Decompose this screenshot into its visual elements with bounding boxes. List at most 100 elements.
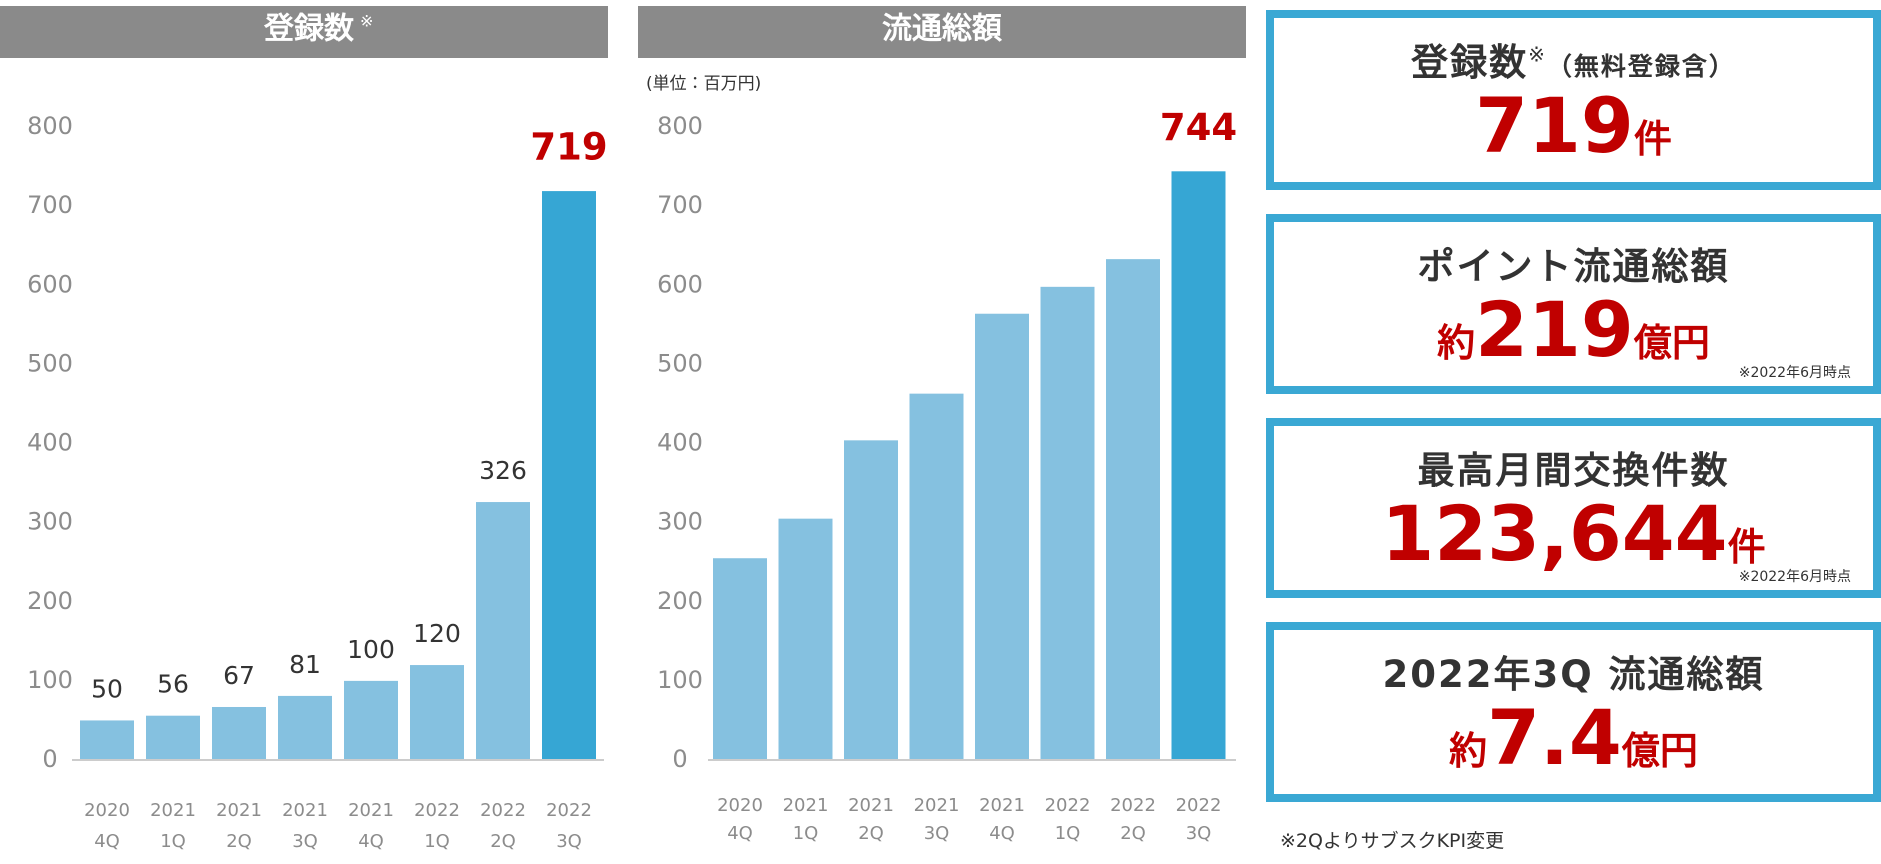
bar (80, 720, 134, 760)
data-label: 100 (347, 635, 395, 664)
x-tick-label: 2022 (546, 800, 592, 821)
y-tick-label: 0 (672, 745, 687, 773)
bar (146, 715, 200, 760)
y-tick-label: 200 (27, 587, 73, 615)
kpi-note: ※2022年6月時点 (1738, 365, 1851, 381)
y-tick-label: 0 (42, 745, 57, 773)
bar (1040, 286, 1095, 760)
x-tick-label: 2022 (480, 800, 526, 821)
y-tick-label: 700 (657, 191, 703, 219)
x-tick-label: 3Q (556, 831, 582, 852)
y-tick-label: 600 (27, 270, 73, 298)
kpi-value: 719 (1475, 81, 1634, 170)
kpi-prefix: 約 (1437, 321, 1476, 365)
bar (344, 680, 398, 760)
kpi-unit: 件 (1727, 525, 1766, 569)
data-label: 56 (157, 670, 189, 699)
x-tick-label: 2022 (1110, 795, 1156, 816)
x-tick-label: 4Q (358, 831, 384, 852)
bar (212, 706, 266, 760)
kpi-title: 2022年3Q 流通総額 (1274, 644, 1873, 698)
y-tick-label: 300 (27, 508, 73, 536)
x-tick-label: 2022 (414, 800, 460, 821)
title-mark: ※ (360, 12, 373, 31)
title-bar (0, 6, 608, 58)
kpi-title-text: 最高月間交換件数 (1417, 449, 1730, 492)
kpi-note: ※2022年6月時点 (1738, 569, 1851, 585)
data-label: 120 (413, 619, 461, 648)
kpi-unit: 億円 (1633, 321, 1710, 365)
kpi-card: 2022年3Q 流通総額約7.4億円 (1266, 622, 1881, 802)
y-tick-label: 500 (657, 349, 703, 377)
x-tick-label: 1Q (160, 831, 186, 852)
kpi-value: 219 (1475, 285, 1634, 374)
bar (542, 191, 596, 760)
y-tick-label: 400 (657, 429, 703, 457)
bar (844, 440, 898, 760)
data-label: 50 (91, 674, 123, 703)
x-tick-label: 4Q (989, 823, 1015, 844)
kpi-card: 登録数※（無料登録含） 719件 (1266, 10, 1881, 190)
kpi-title: 登録数※（無料登録含） (1274, 32, 1873, 86)
y-tick-label: 400 (27, 429, 73, 457)
x-tick-label: 2021 (914, 795, 960, 816)
data-label: 67 (223, 661, 255, 690)
x-tick-label: 2022 (1176, 795, 1222, 816)
x-tick-label: 2021 (348, 800, 394, 821)
kpi-title-text: ポイント流通総額 (1417, 245, 1730, 288)
kpi-unit: 億円 (1621, 729, 1698, 773)
title-bar (638, 6, 1246, 58)
chart-title: 流通総額 (882, 12, 1003, 47)
kpi-value: 7.4 (1487, 693, 1622, 782)
kpi-title-text: 登録数 (1411, 41, 1529, 84)
x-tick-label: 2020 (717, 795, 763, 816)
bar (778, 518, 833, 760)
y-tick-label: 600 (657, 270, 703, 298)
kpi-unit: 件 (1633, 117, 1672, 161)
kpi-title: ポイント流通総額 (1274, 236, 1873, 290)
x-tick-label: 1Q (793, 823, 819, 844)
x-tick-label: 2020 (84, 800, 130, 821)
x-tick-label: 3Q (924, 823, 950, 844)
kpi-prefix: 約 (1449, 729, 1488, 773)
kpi-card: 最高月間交換件数 123,644件 ※2022年6月時点 (1266, 418, 1881, 598)
chart-title: 登録数 (263, 12, 354, 47)
kpi-title-mark: ※ (1528, 42, 1547, 67)
x-tick-label: 2021 (848, 795, 894, 816)
bar (278, 695, 332, 760)
kpi-card: ポイント流通総額 約219億円 ※2022年6月時点 (1266, 214, 1881, 394)
x-tick-label: 2021 (216, 800, 262, 821)
kpi-value-row: 123,644件 (1274, 494, 1873, 595)
bar (909, 393, 964, 760)
y-tick-label: 100 (27, 666, 73, 694)
x-tick-label: 2Q (490, 831, 516, 852)
x-tick-label: 2021 (282, 800, 328, 821)
data-label: 744 (1160, 106, 1237, 149)
bar (975, 313, 1029, 760)
data-label: 719 (530, 126, 607, 169)
y-tick-label: 200 (657, 587, 703, 615)
kpi-value-row: 約219億円 (1274, 290, 1873, 391)
y-tick-label: 700 (27, 191, 73, 219)
bar (1106, 259, 1160, 760)
x-tick-label: 2021 (783, 795, 829, 816)
x-tick-label: 4Q (727, 823, 753, 844)
x-tick-label: 4Q (94, 831, 120, 852)
x-tick-label: 1Q (424, 831, 450, 852)
y-tick-label: 800 (27, 112, 73, 140)
x-tick-label: 2021 (150, 800, 196, 821)
y-tick-label: 300 (657, 508, 703, 536)
x-tick-label: 2Q (858, 823, 884, 844)
data-label: 81 (289, 650, 321, 679)
bar (713, 558, 767, 760)
kpi-value-row: 719件 (1274, 86, 1873, 187)
kpi-title-suffix: （無料登録含） (1546, 52, 1736, 81)
x-tick-label: 2021 (979, 795, 1025, 816)
x-tick-label: 2022 (1045, 795, 1091, 816)
kpi-value: 123,644 (1381, 489, 1728, 578)
data-label: 326 (479, 456, 527, 485)
kpi-title-text: 2022年3Q 流通総額 (1382, 653, 1765, 696)
bar (1171, 171, 1226, 760)
y-tick-label: 800 (657, 112, 703, 140)
